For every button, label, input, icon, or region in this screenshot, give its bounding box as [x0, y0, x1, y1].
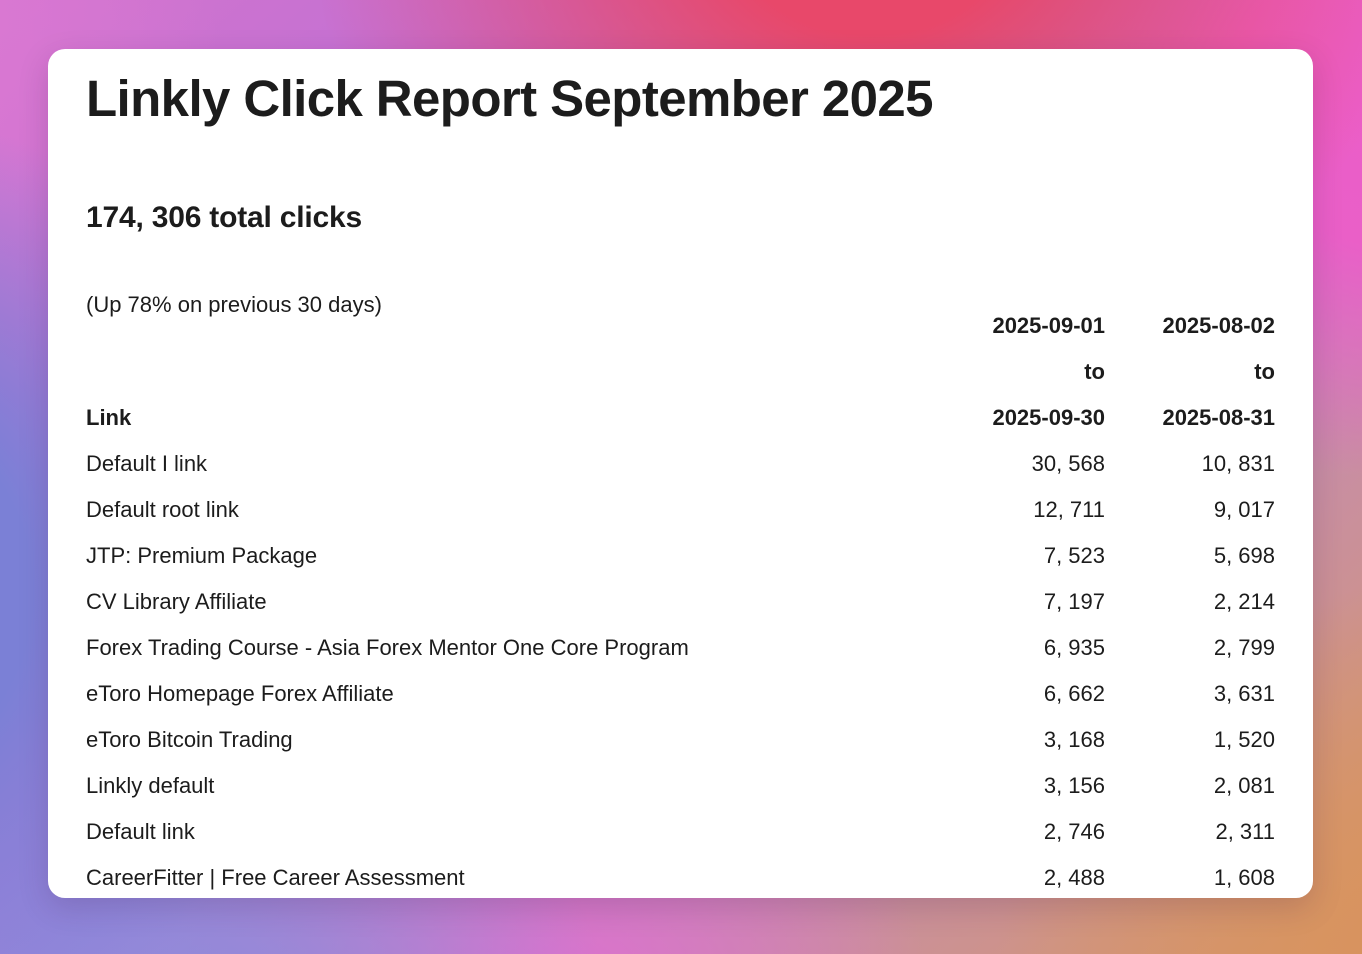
previous-period-separator: to	[1254, 359, 1275, 384]
current-period-end: 2025-09-30	[992, 405, 1105, 430]
cell-link-name: eToro Homepage Forex Affiliate	[86, 681, 394, 706]
cell-current-period-clicks: 3, 168	[1043, 727, 1105, 752]
cell-current-period-clicks: 7, 523	[1043, 543, 1105, 568]
cell-link-name: Default root link	[86, 497, 239, 522]
cell-previous-period-clicks: 1, 520	[1213, 727, 1275, 752]
table-row: CV Library Affiliate 7, 197 2, 214	[86, 579, 1275, 625]
column-header-previous-period: 2025-08-02 to 2025-08-31	[1105, 303, 1275, 441]
comparison-note: (Up 78% on previous 30 days)	[86, 292, 382, 317]
cell-link-name: JTP: Premium Package	[86, 543, 318, 568]
cell-previous-period-clicks: 10, 831	[1201, 451, 1275, 476]
cell-current-period-clicks: 2, 488	[1043, 865, 1105, 890]
table-body: Default I link 30, 568 10, 831 Default root…	[86, 441, 1275, 898]
current-period-start: 2025-09-01	[992, 313, 1105, 338]
current-period-separator: to	[1084, 359, 1105, 384]
cell-previous-period-clicks: 2, 214	[1213, 589, 1275, 614]
cell-current-period-clicks: 30, 568	[1031, 451, 1105, 476]
cell-link-name: CV Library Affiliate	[86, 589, 267, 614]
column-header-current-period: 2025-09-01 to 2025-09-30	[935, 303, 1105, 441]
cell-previous-period-clicks: 2, 081	[1213, 773, 1275, 798]
cell-previous-period-clicks: 2, 799	[1213, 635, 1275, 660]
column-header-link: Link	[86, 405, 132, 430]
table-row: eToro Bitcoin Trading 3, 168 1, 520	[86, 717, 1275, 763]
previous-period-end: 2025-08-31	[1162, 405, 1275, 430]
cell-current-period-clicks: 6, 662	[1043, 681, 1105, 706]
cell-link-name: CareerFitter | Free Career Assessment	[86, 865, 465, 890]
cell-link-name: Forex Trading Course - Asia Forex Mentor…	[86, 635, 689, 660]
table-row: eToro Homepage Forex Affiliate 6, 662 3, 6…	[86, 671, 1275, 717]
cell-previous-period-clicks: 1, 608	[1213, 865, 1275, 890]
table-row: Linkly default 3, 156 2, 081	[86, 763, 1275, 809]
cell-previous-period-clicks: 5, 698	[1213, 543, 1275, 568]
table-row: Default link 2, 746 2, 311	[86, 809, 1275, 855]
cell-current-period-clicks: 3, 156	[1043, 773, 1105, 798]
cell-current-period-clicks: 6, 935	[1043, 635, 1105, 660]
cell-previous-period-clicks: 3, 631	[1213, 681, 1275, 706]
cell-link-name: eToro Bitcoin Trading	[86, 727, 293, 752]
clicks-table: Link 2025-09-01 to 2025-09-30 2025-08-02…	[86, 303, 1275, 898]
cell-current-period-clicks: 7, 197	[1043, 589, 1105, 614]
table-row: Default I link 30, 568 10, 831	[86, 441, 1275, 487]
cell-link-name: Linkly default	[86, 773, 215, 798]
cell-previous-period-clicks: 9, 017	[1213, 497, 1275, 522]
cell-link-name: Default I link	[86, 451, 208, 476]
table-row: Forex Trading Course - Asia Forex Mentor…	[86, 625, 1275, 671]
cell-previous-period-clicks: 2, 311	[1215, 819, 1275, 844]
table-row: JTP: Premium Package 7, 523 5, 698	[86, 533, 1275, 579]
table-row: Default root link 12, 711 9, 017	[86, 487, 1275, 533]
cell-link-name: Default link	[86, 819, 195, 844]
card-content: Linkly Click Report September 2025 174, …	[86, 49, 1275, 898]
page-title: Linkly Click Report September 2025	[86, 70, 934, 127]
table-header: Link 2025-09-01 to 2025-09-30 2025-08-02…	[86, 303, 1275, 441]
table-header-row: Link 2025-09-01 to 2025-09-30 2025-08-02…	[86, 303, 1275, 441]
cell-current-period-clicks: 12, 711	[1033, 497, 1105, 522]
total-clicks-summary: 174, 306 total clicks	[86, 201, 362, 234]
previous-period-start: 2025-08-02	[1162, 313, 1275, 338]
table-row: CareerFitter | Free Career Assessment 2, …	[86, 855, 1275, 898]
report-card: Linkly Click Report September 2025 174, …	[48, 49, 1313, 898]
cell-current-period-clicks: 2, 746	[1043, 819, 1105, 844]
